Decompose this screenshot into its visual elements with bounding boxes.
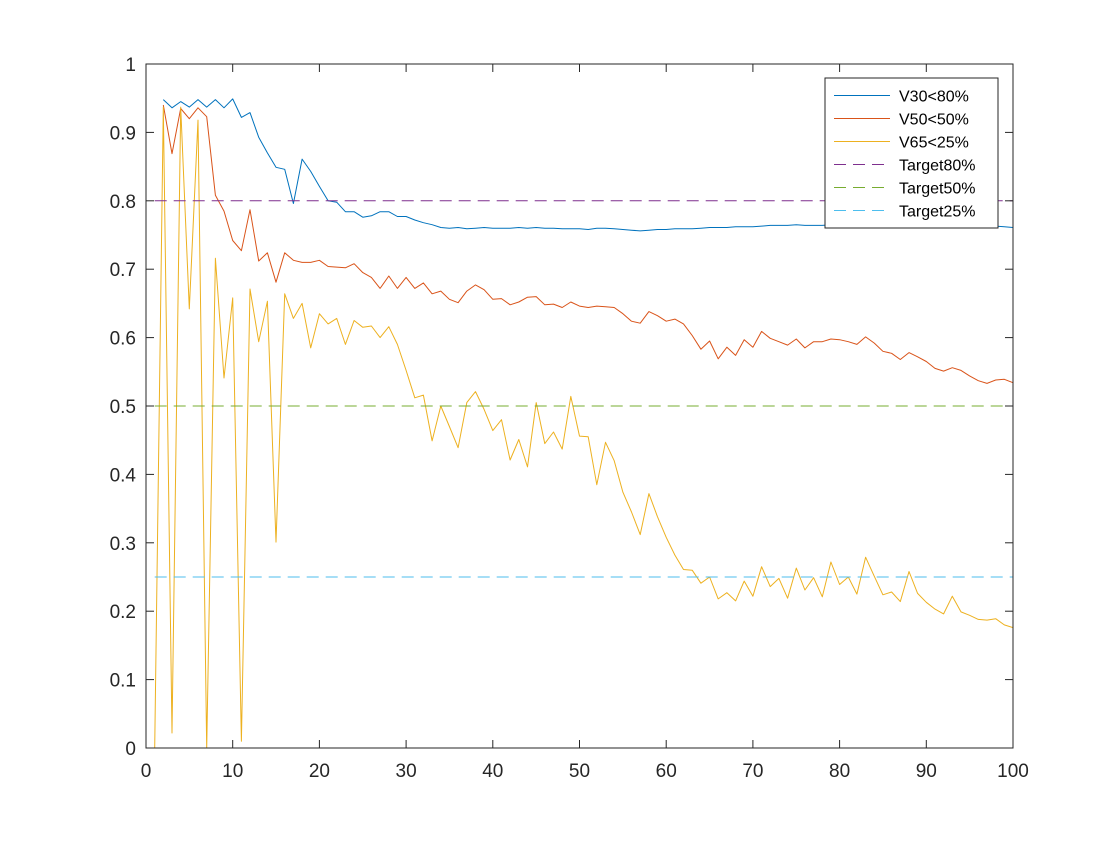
y-tick-label: 1 — [125, 55, 136, 76]
y-tick-label: 0.8 — [110, 192, 136, 213]
x-tick-label: 40 — [482, 761, 503, 782]
x-tick-label: 20 — [309, 761, 330, 782]
x-tick-label: 90 — [916, 761, 937, 782]
ticks-layer: 0 10 20 30 40 50 60 70 80 90 100 0 0.1 0.2 0.3 0.4 0.5 0.… — [110, 55, 1029, 782]
y-tick-label: 0.6 — [110, 329, 136, 350]
x-tick-label: 50 — [569, 761, 590, 782]
y-tick-label: 0.7 — [110, 260, 136, 281]
y-tick-label: 0.2 — [110, 602, 136, 623]
legend-label-target80: Target80% — [899, 158, 976, 175]
x-tick-label: 100 — [997, 761, 1029, 782]
series-line-v50-50 — [162, 104, 1014, 384]
legend: V30<80% V50<50% V65<25% Target80% Target50% T… — [824, 77, 999, 229]
legend-label-v50-50: V50<50% — [899, 112, 969, 129]
x-tick-label: 0 — [141, 761, 152, 782]
legend-label-v65-25: V65<25% — [899, 135, 969, 152]
series-line-v65-25 — [154, 106, 1014, 749]
y-tick-label: 0.1 — [110, 671, 136, 692]
legend-label-target25: Target25% — [899, 204, 976, 221]
y-tick-label: 0.3 — [110, 534, 136, 555]
y-tick-label: 0.5 — [110, 397, 136, 418]
legend-label-target50: Target50% — [899, 181, 976, 198]
x-tick-label: 80 — [829, 761, 850, 782]
x-tick-label: 60 — [656, 761, 677, 782]
y-tick-label: 0 — [125, 739, 136, 760]
y-tick-label: 0.9 — [110, 123, 136, 144]
x-tick-label: 10 — [222, 761, 243, 782]
y-tick-label: 0.4 — [110, 465, 137, 486]
legend-label-v30-80: V30<80% — [899, 89, 969, 106]
x-tick-label: 30 — [396, 761, 417, 782]
legend-box — [824, 77, 999, 229]
x-tick-label: 70 — [742, 761, 763, 782]
